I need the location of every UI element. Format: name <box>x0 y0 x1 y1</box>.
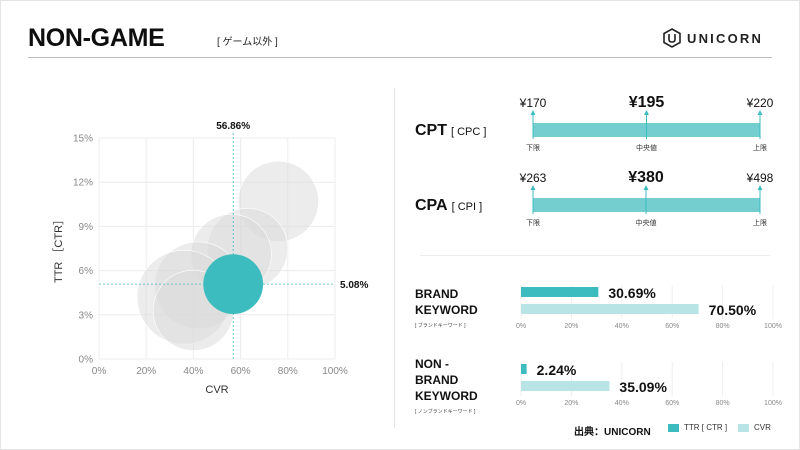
nonbrand-x-tick-label: 20% <box>564 400 578 407</box>
highlight-x-label: 56.86% <box>216 121 250 132</box>
vertical-divider <box>394 88 395 428</box>
y-tick-label: 12% <box>73 178 93 189</box>
x-axis-label: CVR <box>205 384 228 396</box>
header-rule <box>28 57 772 58</box>
nonbrand-value-cvr: 35.09% <box>619 379 667 395</box>
y-tick-label: 15% <box>73 134 93 145</box>
brand-value-cvr: 70.50% <box>709 302 757 318</box>
cpt-subtitle: [ CPC ] <box>451 126 487 138</box>
brand-x-tick-label: 0% <box>516 323 526 330</box>
y-tick-label: 9% <box>79 222 94 233</box>
cpa-median-value: ¥380 <box>628 169 664 186</box>
nonbrand-label-line3: KEYWORD <box>415 389 478 403</box>
legend-label-cvr: CVR <box>754 423 771 432</box>
brand-value-ttr: 30.69% <box>608 285 656 301</box>
nonbrand-bar-ttr <box>521 364 527 374</box>
nonbrand-x-tick-label: 60% <box>665 400 679 407</box>
brand-keyword-label: BRAND KEYWORD <box>415 286 478 318</box>
nonbrand-x-tick-label: 80% <box>716 400 730 407</box>
nonbrand-x-tick-label: 0% <box>516 400 526 407</box>
x-tick-label: 20% <box>136 366 156 377</box>
brand-label-line1: BRAND <box>415 287 459 301</box>
brand-x-tick-label: 20% <box>564 323 578 330</box>
hexagon-logo-icon <box>663 28 681 48</box>
x-tick-label: 40% <box>183 366 203 377</box>
brand-x-tick-label: 40% <box>615 323 629 330</box>
x-tick-label: 0% <box>92 366 107 377</box>
y-tick-label: 0% <box>79 355 94 366</box>
brand-x-tick-label: 80% <box>716 323 730 330</box>
x-tick-label: 100% <box>322 366 348 377</box>
brand-bar-cvr <box>521 304 699 314</box>
brand-x-tick-label: 60% <box>665 323 679 330</box>
cpa-max-caption: 上限 <box>753 218 767 227</box>
cpa-min-arrow-icon <box>530 185 536 190</box>
cpt-label: CPT [ CPC ] <box>415 122 486 140</box>
cpt-min-value: ¥170 <box>519 96 547 110</box>
cpt-min-caption: 下限 <box>526 143 540 152</box>
brand-bar-ttr <box>521 287 599 297</box>
nonbrand-label-line1: NON - <box>415 357 449 371</box>
nonbrand-keyword-sublabel: [ ノンブランドキーワード ] <box>415 409 476 415</box>
logo-text: UNICORN <box>687 30 764 46</box>
y-tick-label: 3% <box>79 310 94 321</box>
cpt-max-caption: 上限 <box>753 143 767 152</box>
page-title: NON-GAME <box>28 24 165 52</box>
brand-x-tick-label: 100% <box>764 323 782 330</box>
cpt-min-arrow-icon <box>530 110 536 115</box>
legend-swatch-ttr <box>668 423 679 432</box>
brand-label-line2: KEYWORD <box>415 303 478 317</box>
nonbrand-x-tick-label: 100% <box>764 400 782 407</box>
brand-keyword-sublabel: [ ブランドキーワード ] <box>415 323 466 329</box>
cpt-median-caption: 中央値 <box>636 143 657 152</box>
cpa-subtitle: [ CPI ] <box>451 201 483 213</box>
source-label: 出典：UNICORN <box>574 427 651 438</box>
cpa-label: CPA[ CPI ] <box>415 197 482 215</box>
nonbrand-bar-cvr <box>521 381 610 391</box>
legend-item-cvr: CVR <box>738 423 771 432</box>
legend-swatch-cvr <box>738 423 749 432</box>
x-tick-label: 80% <box>278 366 298 377</box>
cpa-median-arrow-icon <box>643 185 649 190</box>
x-tick-label: 60% <box>231 366 251 377</box>
y-axis-label: TTR ［CTR］ <box>52 214 65 283</box>
y-tick-label: 6% <box>79 266 94 277</box>
cpa-title: CPA <box>415 197 448 214</box>
cpa-min-caption: 下限 <box>526 218 540 227</box>
highlight-y-label: 5.08% <box>340 280 368 291</box>
cpt-median-value: ¥195 <box>629 94 665 111</box>
cpa-min-value: ¥263 <box>519 171 547 185</box>
highlight-bubble <box>203 254 264 315</box>
cpa-max-arrow-icon <box>757 185 763 190</box>
nonbrand-keyword-label: NON - BRAND KEYWORD <box>415 356 478 404</box>
cpt-median-arrow-icon <box>644 110 649 115</box>
unicorn-logo: UNICORN <box>663 28 763 48</box>
legend-label-ttr: TTR [ CTR ] <box>684 423 728 432</box>
cpa-max-value: ¥498 <box>746 171 774 185</box>
nonbrand-x-tick-label: 40% <box>615 400 629 407</box>
page-subtitle: [ ゲーム以外 ] <box>217 37 278 48</box>
section-divider <box>420 255 770 256</box>
cpa-median-caption: 中央値 <box>636 218 657 227</box>
nonbrand-value-ttr: 2.24% <box>537 362 577 378</box>
cpt-max-arrow-icon <box>757 110 763 115</box>
legend-item-ttr: TTR [ CTR ] <box>668 423 727 432</box>
cpt-max-value: ¥220 <box>746 96 774 110</box>
cpt-title: CPT <box>415 122 447 139</box>
nonbrand-label-line2: BRAND <box>415 373 459 387</box>
